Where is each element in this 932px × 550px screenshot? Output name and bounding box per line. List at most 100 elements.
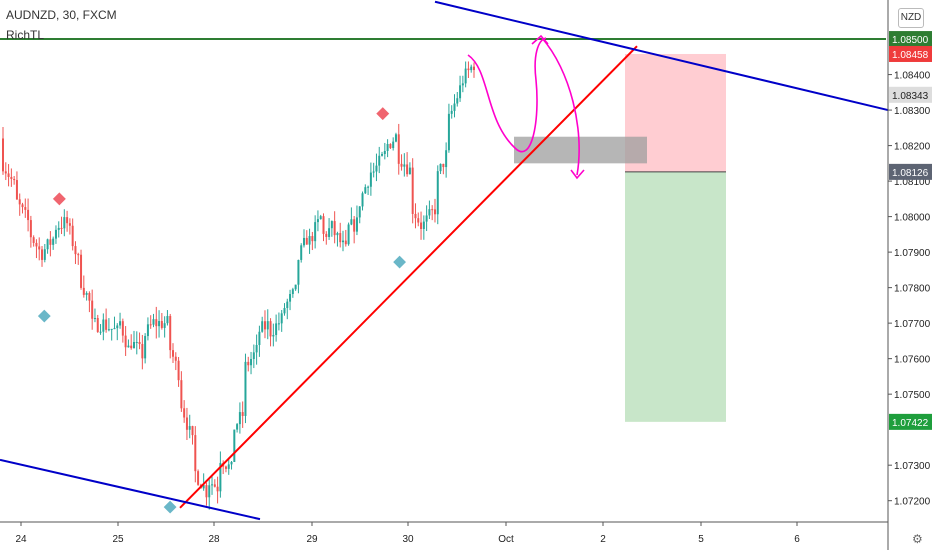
y-tick-label: 1.07200 — [894, 497, 931, 508]
candle-body — [447, 113, 450, 151]
candle-body — [91, 300, 94, 319]
candle-body — [141, 343, 144, 359]
candle-body — [88, 293, 91, 301]
candle-body — [185, 417, 188, 430]
candle-body — [32, 237, 35, 243]
y-tick-label: 1.08100 — [894, 177, 931, 188]
upper-channel-line[interactable] — [434, 0, 889, 112]
candle-body — [428, 209, 431, 216]
candle-body — [46, 239, 49, 250]
grey-zone[interactable] — [514, 136, 647, 164]
candle-body — [149, 324, 152, 326]
candle-body — [155, 319, 158, 327]
candle-body — [433, 209, 436, 215]
price-label-box[interactable] — [889, 413, 932, 430]
candle-body — [283, 307, 286, 314]
candle-body — [57, 227, 60, 230]
candle-body — [252, 352, 255, 359]
candle-body — [261, 321, 264, 332]
candle-body — [473, 66, 475, 71]
candle-body — [336, 233, 339, 236]
candle-body — [361, 193, 364, 207]
signal-marker[interactable] — [392, 254, 408, 270]
candle-body — [24, 207, 27, 210]
candle-body — [375, 165, 378, 172]
price-label-box[interactable] — [889, 31, 932, 48]
candle-body — [286, 301, 289, 308]
candle-body — [367, 186, 370, 188]
candle-body — [305, 237, 308, 245]
candle-body — [417, 218, 420, 223]
candle-body — [60, 227, 63, 229]
signal-marker[interactable] — [162, 499, 178, 515]
candle-body — [280, 313, 283, 324]
candle-body — [339, 233, 342, 243]
candle-body — [27, 209, 30, 221]
candle-body — [77, 254, 80, 256]
candle-body — [2, 138, 4, 172]
price-label-box[interactable] — [889, 86, 932, 103]
price-label: 1.08343 — [892, 91, 929, 102]
candle-body — [158, 321, 161, 327]
signal-marker[interactable] — [51, 191, 67, 207]
target-zone[interactable] — [625, 171, 726, 422]
price-label-box[interactable] — [889, 163, 932, 180]
y-tick-label: 1.07900 — [894, 248, 931, 259]
candle-body — [172, 350, 175, 357]
candle-body — [166, 316, 169, 324]
candle-body — [314, 222, 317, 242]
candle-body — [353, 219, 356, 232]
gear-icon[interactable]: ⚙ — [912, 532, 923, 546]
projection-path-down[interactable] — [541, 37, 580, 176]
candle-body — [93, 318, 96, 320]
candle-body — [425, 215, 428, 222]
lower-channel-line[interactable] — [0, 458, 261, 521]
candle-body — [250, 358, 253, 366]
candle-body — [227, 464, 230, 469]
candle-body — [38, 246, 41, 250]
candle-body — [431, 209, 434, 211]
projection-arrowhead-down — [570, 169, 585, 180]
price-label-box[interactable] — [889, 45, 932, 62]
currency-badge[interactable]: NZD — [898, 8, 924, 28]
candle-body — [180, 380, 183, 409]
y-tick-label: 1.08300 — [894, 106, 931, 117]
candle-body — [68, 223, 71, 226]
candle-body — [85, 293, 88, 295]
candle-body — [263, 321, 266, 330]
candle-body — [350, 219, 353, 225]
x-tick-label: 5 — [698, 534, 704, 545]
signal-marker[interactable] — [36, 308, 52, 324]
candle-body — [132, 342, 135, 349]
candle-body — [467, 68, 470, 71]
candle-body — [4, 171, 7, 174]
plot-area[interactable] — [0, 0, 886, 522]
candle-body — [99, 331, 102, 333]
y-tick-label: 1.07300 — [894, 461, 931, 472]
candle-body — [364, 187, 367, 194]
candle-body — [325, 233, 328, 237]
candle-body — [297, 259, 300, 285]
candle-body — [102, 319, 105, 332]
candle-body — [169, 316, 172, 351]
candle-body — [10, 176, 13, 179]
signal-marker[interactable] — [375, 106, 391, 122]
candle-body — [7, 173, 10, 177]
candle-body — [238, 412, 241, 425]
candle-body — [381, 154, 384, 156]
candle-body — [236, 424, 239, 430]
candle-body — [411, 167, 414, 214]
candle-body — [347, 224, 350, 245]
candle-body — [461, 83, 464, 86]
candle-body — [247, 361, 250, 366]
uptrend-line[interactable] — [179, 45, 638, 509]
candle-body — [386, 144, 389, 151]
projection-path[interactable] — [467, 37, 547, 153]
candle-body — [442, 163, 445, 168]
candle-body — [272, 334, 275, 337]
candle-body — [389, 144, 392, 149]
candle-body — [394, 134, 397, 142]
candle-body — [63, 217, 66, 229]
